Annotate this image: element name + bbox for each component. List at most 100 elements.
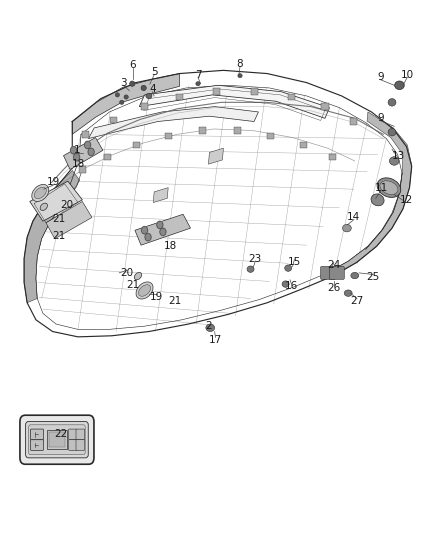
Text: 15: 15 [288, 257, 301, 267]
Circle shape [71, 147, 77, 154]
Ellipse shape [146, 93, 152, 99]
Text: 8: 8 [237, 59, 244, 69]
Text: 3: 3 [120, 78, 127, 87]
Circle shape [88, 148, 94, 156]
Ellipse shape [141, 85, 146, 91]
Text: 2: 2 [205, 321, 212, 331]
Text: 17: 17 [209, 335, 222, 345]
Circle shape [85, 141, 91, 149]
Text: 22: 22 [54, 430, 67, 439]
Bar [267, 133, 274, 139]
Text: 26: 26 [327, 283, 340, 293]
Ellipse shape [138, 285, 151, 296]
Ellipse shape [395, 81, 404, 90]
Circle shape [141, 227, 148, 234]
Text: 18: 18 [71, 159, 85, 168]
Text: 23: 23 [249, 254, 262, 263]
Bar [47, 430, 67, 449]
Bar [82, 131, 89, 138]
FancyBboxPatch shape [68, 440, 77, 450]
FancyBboxPatch shape [68, 429, 77, 440]
FancyBboxPatch shape [26, 422, 88, 458]
Polygon shape [72, 74, 180, 134]
Text: 19: 19 [47, 177, 60, 187]
Text: 12: 12 [400, 195, 413, 205]
Circle shape [145, 233, 151, 241]
Circle shape [157, 221, 163, 229]
Text: 19: 19 [150, 292, 163, 302]
FancyBboxPatch shape [76, 429, 85, 440]
Ellipse shape [371, 194, 384, 206]
FancyBboxPatch shape [321, 266, 336, 279]
Ellipse shape [130, 81, 135, 86]
Bar [251, 88, 258, 95]
Ellipse shape [34, 187, 46, 199]
Text: 9: 9 [378, 114, 385, 123]
Ellipse shape [377, 178, 401, 197]
Bar [321, 103, 328, 110]
Bar [350, 118, 357, 125]
Text: 24: 24 [327, 261, 340, 270]
Ellipse shape [344, 290, 352, 296]
Text: 9: 9 [378, 72, 385, 82]
Ellipse shape [247, 266, 254, 272]
Text: 6: 6 [129, 60, 136, 70]
Ellipse shape [196, 82, 200, 86]
Ellipse shape [380, 181, 398, 195]
Bar [199, 127, 206, 134]
Ellipse shape [134, 272, 141, 280]
Ellipse shape [282, 281, 289, 287]
FancyBboxPatch shape [20, 415, 94, 464]
FancyBboxPatch shape [329, 266, 344, 279]
Ellipse shape [343, 224, 351, 232]
Bar [300, 142, 307, 148]
Bar [49, 432, 65, 447]
Text: 10: 10 [401, 70, 414, 79]
Bar [288, 94, 295, 100]
Bar [104, 154, 111, 160]
Text: 14: 14 [347, 213, 360, 222]
Ellipse shape [389, 157, 399, 165]
FancyBboxPatch shape [76, 440, 85, 450]
Text: 1: 1 [73, 146, 80, 155]
Bar [141, 103, 148, 110]
Ellipse shape [388, 128, 396, 136]
Bar [133, 142, 140, 148]
Ellipse shape [120, 100, 124, 104]
FancyBboxPatch shape [31, 440, 44, 450]
Polygon shape [325, 112, 412, 276]
Bar [234, 127, 241, 134]
Text: 27: 27 [350, 296, 364, 306]
Bar [176, 94, 183, 100]
Ellipse shape [32, 184, 49, 201]
Ellipse shape [124, 95, 128, 99]
Text: 21: 21 [169, 296, 182, 306]
Circle shape [74, 154, 80, 161]
Ellipse shape [285, 265, 292, 271]
Bar [79, 166, 86, 173]
Polygon shape [208, 148, 223, 164]
Polygon shape [139, 85, 329, 118]
Text: 13: 13 [392, 151, 405, 160]
Polygon shape [88, 107, 258, 139]
Text: 11: 11 [374, 183, 388, 192]
Text: 20: 20 [60, 200, 73, 210]
Polygon shape [24, 171, 80, 303]
Polygon shape [64, 138, 103, 169]
Text: 21: 21 [53, 214, 66, 223]
Text: 20: 20 [120, 268, 134, 278]
Text: 21: 21 [126, 280, 139, 290]
Bar [213, 88, 220, 95]
Text: 25: 25 [367, 272, 380, 282]
Ellipse shape [136, 282, 153, 299]
Polygon shape [135, 214, 191, 245]
Ellipse shape [351, 272, 359, 279]
Text: 18: 18 [163, 241, 177, 251]
Ellipse shape [40, 203, 47, 211]
FancyBboxPatch shape [31, 429, 44, 440]
Ellipse shape [388, 99, 396, 106]
FancyBboxPatch shape [29, 425, 85, 455]
Circle shape [160, 228, 166, 236]
Bar [110, 117, 117, 123]
Text: 7: 7 [194, 70, 201, 79]
